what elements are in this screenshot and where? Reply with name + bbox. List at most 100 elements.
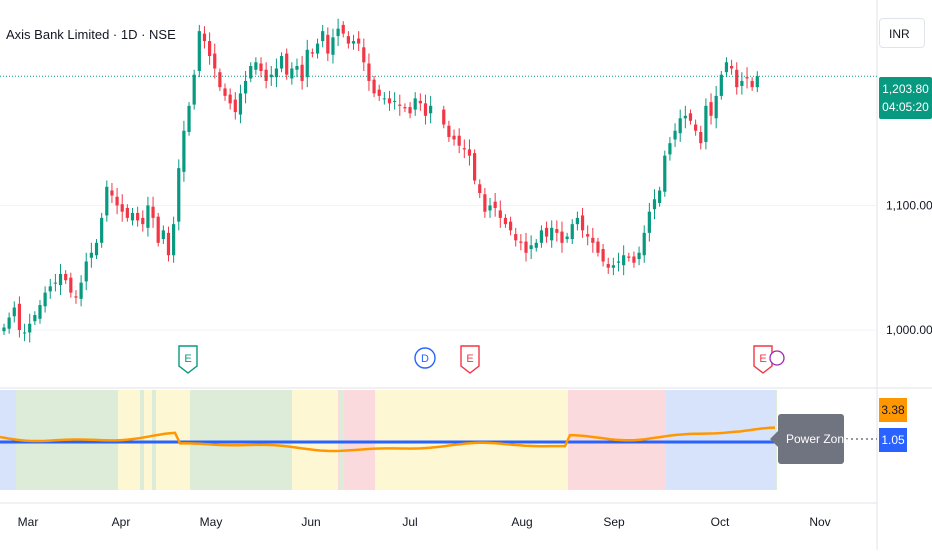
candle-body	[423, 103, 428, 116]
last-price: 1,203.80	[882, 82, 929, 96]
candle-body	[724, 62, 729, 73]
candle-body	[473, 153, 477, 181]
candle-body	[529, 245, 533, 250]
candle-body	[2, 327, 6, 332]
candle-body	[652, 199, 657, 210]
candle-body	[637, 252, 641, 259]
candle-body	[22, 332, 27, 334]
candle-body	[84, 261, 88, 282]
event-label: D	[421, 353, 429, 365]
candle-body	[213, 53, 217, 69]
candle-body	[632, 256, 636, 263]
candle-body	[755, 76, 759, 88]
candle-body	[478, 184, 482, 193]
candle-body	[493, 201, 497, 208]
candle-body	[28, 323, 32, 333]
candle-body	[580, 215, 585, 231]
candle-body	[269, 74, 273, 78]
candle-body	[622, 255, 626, 266]
candle-body	[161, 230, 165, 240]
x-tick-label: Oct	[711, 515, 730, 529]
candle-body	[575, 217, 579, 225]
candle-body	[714, 95, 718, 119]
candle-body	[125, 207, 129, 218]
candle-body	[146, 205, 150, 228]
zone-yellow	[375, 390, 568, 490]
candle-body	[264, 69, 268, 81]
currency-button[interactable]: INR	[879, 18, 925, 48]
zone-stripe	[340, 390, 344, 490]
candle-body	[238, 93, 243, 115]
candle-body	[89, 252, 93, 258]
zone-green	[190, 390, 292, 490]
y-tick-label: 1,100.00	[886, 198, 932, 212]
candle-body	[187, 105, 191, 132]
candle-body	[74, 296, 78, 298]
candle-body	[503, 217, 508, 225]
candle-body	[611, 265, 615, 268]
candle-body	[452, 135, 456, 140]
candle-body	[94, 242, 99, 256]
candle-body	[627, 256, 631, 258]
candle-body	[120, 204, 124, 212]
candle-body	[110, 190, 114, 196]
candle-body	[683, 115, 687, 119]
zone-yellow	[292, 390, 338, 490]
candle-body	[398, 104, 402, 106]
oscillator-orange-value: 3.38	[879, 398, 907, 422]
candle-body	[58, 273, 63, 286]
candle-body	[100, 217, 104, 243]
candle-body	[12, 307, 16, 317]
candle-body	[393, 100, 397, 102]
event-marker-earnings[interactable]: E	[753, 345, 773, 374]
candle-body	[447, 125, 451, 137]
candle-body	[315, 43, 320, 54]
candle-body	[79, 282, 83, 299]
candle-body	[7, 317, 11, 329]
event-marker-dividend[interactable]: D	[414, 347, 436, 369]
candle-body	[17, 303, 22, 330]
x-tick-label: Sep	[603, 515, 625, 529]
candle-body	[642, 232, 646, 256]
candle-body	[172, 224, 176, 256]
candle-body	[305, 49, 309, 78]
candle-body	[48, 286, 52, 292]
candle-body	[300, 64, 304, 81]
candle-body	[519, 241, 523, 243]
candle-body	[321, 31, 325, 42]
candle-body	[259, 63, 263, 71]
candle-body	[285, 53, 289, 75]
candle-body	[136, 212, 140, 221]
candle-body	[418, 100, 422, 104]
x-tick-label: Mar	[18, 515, 39, 529]
event-marker-earnings[interactable]: E	[178, 345, 198, 374]
candle-body	[555, 229, 559, 233]
zone-stripe	[152, 390, 156, 490]
candle-body	[243, 80, 248, 94]
candle-body	[105, 186, 109, 216]
candle-body	[64, 273, 68, 281]
lightning-icon	[769, 350, 785, 366]
oscillator-blue-value: 1.05	[879, 428, 907, 452]
event-marker-earnings[interactable]: E	[460, 345, 480, 374]
power-zone-label: Power Zone	[778, 414, 851, 464]
x-tick-label: Jun	[301, 515, 320, 529]
candle-body	[387, 98, 392, 104]
candle-body	[156, 216, 160, 243]
candle-body	[429, 105, 433, 114]
candle-body	[141, 217, 145, 225]
x-tick-label: May	[200, 515, 223, 529]
candle-body	[467, 149, 472, 156]
candle-body	[534, 242, 538, 248]
event-label: E	[184, 353, 191, 365]
candle-body	[524, 241, 528, 253]
candle-body	[218, 72, 222, 88]
candle-body	[192, 74, 196, 105]
candle-body	[688, 113, 693, 121]
candle-body	[53, 282, 57, 284]
candle-body	[382, 98, 386, 100]
candle-body	[719, 74, 723, 96]
candle-body	[362, 47, 366, 63]
